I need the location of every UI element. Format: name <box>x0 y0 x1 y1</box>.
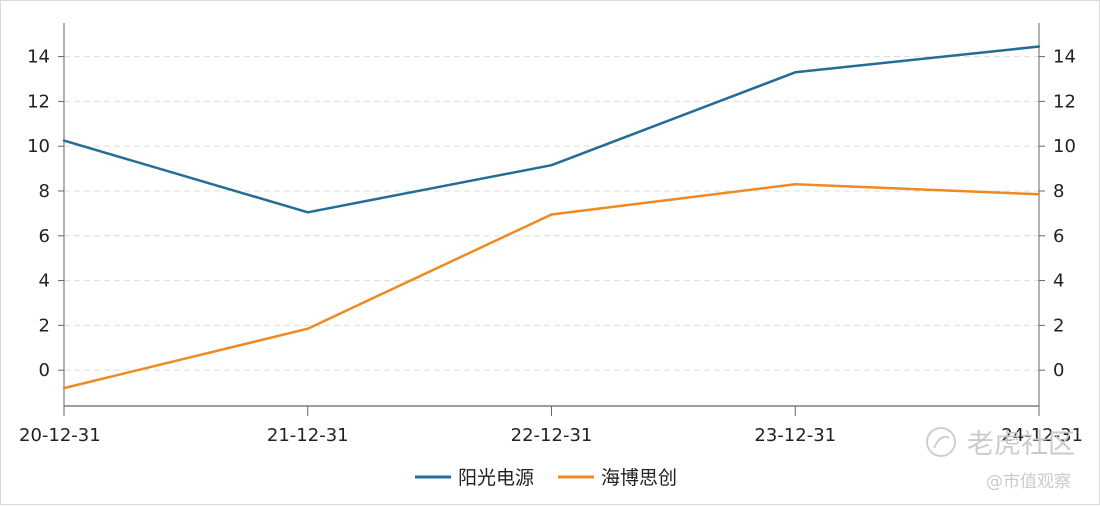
x-tick-label-0: 20-12-31 <box>19 425 101 446</box>
legend-label-haibo: 海博思创 <box>601 467 677 489</box>
x-tick-label-3: 23-12-31 <box>754 425 836 446</box>
right-tick-label-10: 10 <box>1053 136 1076 157</box>
watermark-sub-text: @市值观察 <box>986 472 1071 492</box>
axes: 0 0 2 2 4 4 6 6 8 8 10 10 12 12 14 14 20-12-31 21-12-31 22… <box>19 23 1083 446</box>
left-tick-label-12: 12 <box>27 91 50 112</box>
right-tick-label-0: 0 <box>1053 360 1064 381</box>
left-tick-label-8: 8 <box>39 181 50 202</box>
right-tick-label-8: 8 <box>1053 181 1064 202</box>
series-lines <box>62 45 1041 390</box>
grid-lines <box>64 56 1039 371</box>
left-tick-label-2: 2 <box>39 315 50 336</box>
watermark: 老虎社区 @市值观察 <box>926 427 1075 492</box>
tiger-logo-icon <box>926 427 956 457</box>
left-tick-label-0: 0 <box>39 360 50 381</box>
right-tick-label-2: 2 <box>1053 315 1064 336</box>
series-line-1 <box>62 183 1041 390</box>
left-tick-label-6: 6 <box>39 226 50 247</box>
right-tick-label-14: 14 <box>1053 47 1076 68</box>
left-tick-label-14: 14 <box>27 47 50 68</box>
right-tick-label-12: 12 <box>1053 91 1076 112</box>
legend: 阳光电源 海博思创 <box>415 467 677 489</box>
right-tick-label-6: 6 <box>1053 226 1064 247</box>
legend-label-yangguang: 阳光电源 <box>458 467 534 489</box>
right-tick-label-4: 4 <box>1053 271 1064 292</box>
left-tick-label-10: 10 <box>27 136 50 157</box>
series-line-0 <box>62 45 1041 214</box>
x-tick-label-1: 21-12-31 <box>267 425 349 446</box>
x-tick-label-2: 22-12-31 <box>511 425 593 446</box>
watermark-logo-text: 老虎社区 <box>967 429 1075 460</box>
x-tick-label-4: 24-12-31 <box>1001 425 1083 446</box>
left-tick-label-4: 4 <box>39 271 50 292</box>
